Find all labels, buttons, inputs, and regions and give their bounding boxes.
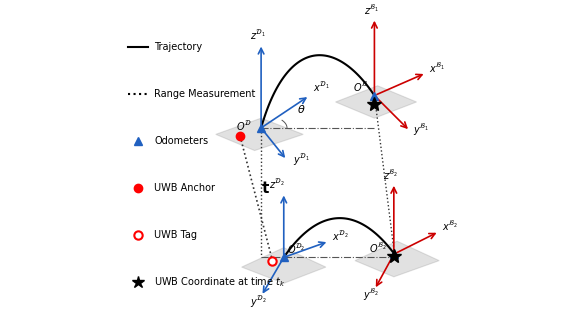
Polygon shape (242, 248, 326, 283)
Text: $x^{\mathcal{D}_2}$: $x^{\mathcal{D}_2}$ (332, 230, 349, 243)
Text: $x^{\mathcal{B}_2}$: $x^{\mathcal{B}_2}$ (443, 220, 459, 234)
Text: $y^{\mathcal{B}_1}$: $y^{\mathcal{B}_1}$ (413, 123, 429, 138)
Text: Trajectory: Trajectory (154, 42, 203, 52)
Polygon shape (355, 241, 439, 277)
Text: UWB Anchor: UWB Anchor (154, 183, 215, 193)
Text: $O^{\mathcal{D}_2}$: $O^{\mathcal{D}_2}$ (287, 243, 305, 256)
Text: $z^{\mathcal{B}_1}$: $z^{\mathcal{B}_1}$ (363, 4, 379, 17)
Text: $O^{\mathcal{D}}$: $O^{\mathcal{D}}$ (235, 120, 251, 133)
Text: $z^{\mathcal{B}_2}$: $z^{\mathcal{B}_2}$ (383, 169, 398, 182)
Text: $O^{\mathcal{B}_2}$: $O^{\mathcal{B}_2}$ (370, 242, 387, 254)
Text: $y^{\mathcal{D}_2}$: $y^{\mathcal{D}_2}$ (250, 295, 266, 310)
Text: $z^{\mathcal{D}_1}$: $z^{\mathcal{D}_1}$ (250, 29, 266, 43)
Text: $x^{\mathcal{B}_1}$: $x^{\mathcal{B}_1}$ (429, 62, 445, 75)
Text: $O^{\mathcal{B}}$: $O^{\mathcal{B}}$ (353, 81, 368, 94)
Text: $\mathbf{t}$: $\mathbf{t}$ (261, 180, 270, 196)
Polygon shape (336, 86, 417, 118)
Text: $z^{\mathcal{D}_2}$: $z^{\mathcal{D}_2}$ (269, 178, 285, 191)
Text: $\theta$: $\theta$ (297, 103, 306, 115)
Text: UWB Coordinate at time $t_k$: UWB Coordinate at time $t_k$ (154, 275, 285, 288)
Text: Odometers: Odometers (154, 136, 208, 146)
Text: $y^{\mathcal{B}_2}$: $y^{\mathcal{B}_2}$ (363, 288, 379, 304)
Text: $y^{\mathcal{D}_1}$: $y^{\mathcal{D}_1}$ (293, 152, 310, 168)
Text: $x^{\mathcal{D}_1}$: $x^{\mathcal{D}_1}$ (313, 81, 329, 94)
Text: Range Measurement: Range Measurement (154, 89, 255, 99)
Polygon shape (216, 118, 303, 150)
Text: UWB Tag: UWB Tag (154, 230, 197, 240)
